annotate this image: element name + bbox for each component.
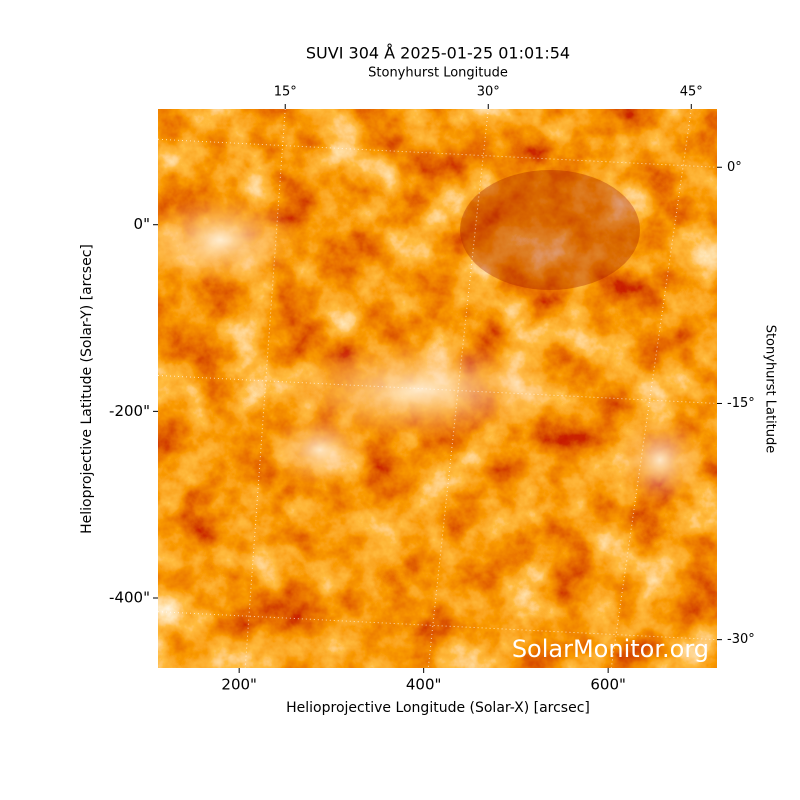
y-tick-label: 0" [134,215,150,233]
x-tick-label: 200" [221,676,257,694]
grid-line [244,108,286,669]
x2-tick-label: 15° [274,85,297,100]
solar-image [158,109,717,668]
y2-axis-label: Stonyhurst Latitude [763,325,778,454]
x2-tick-label: 30° [477,85,500,100]
x-tick-label: 600" [590,676,626,694]
grid-line [427,108,489,669]
y2-tick-label: 0° [727,160,742,175]
y2-tick-label: -30° [727,632,755,647]
y-tick-label: -400" [109,589,150,607]
y-axis-label: Helioprojective Latitude (Solar-Y) [arcs… [79,244,95,534]
y2-tick-label: -15° [727,396,755,411]
x2-axis-label: Stonyhurst Longitude [368,66,508,81]
y-tick-label: -200" [109,402,150,420]
x-axis-label: Helioprojective Longitude (Solar-X) [arc… [286,700,590,716]
watermark: SolarMonitor.org [512,635,709,663]
x-tick-label: 400" [406,676,442,694]
x2-tick-label: 45° [680,85,703,100]
chart-title: SUVI 304 Å 2025-01-25 01:01:54 [306,44,570,63]
